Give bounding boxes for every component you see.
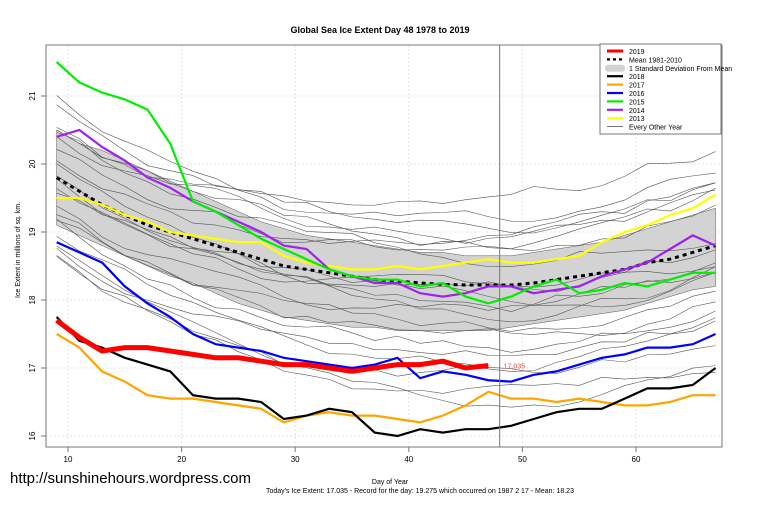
std-deviation-band bbox=[56, 129, 716, 331]
chart-title: Global Sea Ice Extent Day 48 1978 to 201… bbox=[290, 25, 469, 35]
other-year-line bbox=[56, 247, 716, 356]
y-tick-label: 18 bbox=[28, 295, 37, 304]
website-url: http://sunshinehours.wordpress.com bbox=[10, 470, 251, 487]
series-line-2013 bbox=[56, 193, 717, 271]
footer-stats: Today's Ice Extent: 17.035 - Record for … bbox=[266, 488, 574, 495]
y-tick-label: 17 bbox=[28, 363, 37, 372]
other-year-line bbox=[56, 205, 716, 311]
x-axis-label: Day of Year bbox=[372, 479, 409, 486]
legend-label: 2015 bbox=[629, 99, 645, 106]
other-year-line bbox=[56, 236, 716, 374]
other-year-line bbox=[56, 149, 716, 251]
other-year-line bbox=[56, 192, 716, 306]
y-axis-label: Ice Extent in millions of sq. km. bbox=[15, 202, 22, 298]
x-tick-label: 60 bbox=[632, 455, 641, 464]
legend-label: 2019 bbox=[629, 49, 645, 56]
other-year-line bbox=[56, 127, 716, 234]
legend-swatch bbox=[605, 64, 625, 72]
current-value-label: 17.035 bbox=[504, 364, 526, 371]
legend-label: 2014 bbox=[629, 108, 645, 115]
other-year-line bbox=[56, 132, 716, 267]
y-tick-label: 21 bbox=[28, 91, 37, 100]
legend-label: 1 Standard Deviation From Mean bbox=[629, 66, 732, 73]
other-year-line bbox=[56, 136, 716, 244]
other-year-line bbox=[56, 104, 716, 206]
x-tick-label: 10 bbox=[64, 455, 73, 464]
x-tick-label: 50 bbox=[518, 455, 527, 464]
other-year-line bbox=[56, 245, 716, 408]
other-year-line bbox=[56, 160, 716, 245]
other-year-line bbox=[56, 220, 716, 336]
other-year-line bbox=[56, 214, 716, 332]
series-line-2017 bbox=[56, 333, 716, 424]
other-year-line bbox=[56, 95, 716, 222]
legend-label: 2013 bbox=[629, 116, 645, 123]
legend-label: Every Other Year bbox=[629, 125, 683, 132]
legend-label: 2018 bbox=[629, 74, 645, 81]
y-tick-label: 16 bbox=[28, 431, 37, 440]
x-tick-label: 30 bbox=[291, 455, 300, 464]
other-year-line bbox=[56, 178, 716, 312]
y-tick-label: 20 bbox=[28, 159, 37, 168]
other-year-line bbox=[56, 129, 716, 252]
legend-label: 2016 bbox=[629, 91, 645, 98]
plot-frame bbox=[45, 44, 723, 448]
series-line-2016 bbox=[56, 241, 716, 383]
series-line-2018 bbox=[55, 316, 717, 438]
other-year-line bbox=[56, 256, 716, 394]
other-year-line bbox=[56, 175, 716, 323]
other-year-line bbox=[56, 255, 716, 377]
series-line-2014 bbox=[56, 128, 716, 298]
y-tick-label: 19 bbox=[28, 227, 37, 236]
series-line-2015 bbox=[55, 61, 716, 305]
legend-label: 2017 bbox=[629, 83, 645, 90]
series-line-2019 bbox=[55, 318, 489, 374]
x-tick-label: 20 bbox=[177, 455, 186, 464]
other-year-line bbox=[56, 218, 716, 353]
x-tick-label: 40 bbox=[404, 455, 413, 464]
legend-label: Mean 1981-2010 bbox=[629, 57, 682, 64]
